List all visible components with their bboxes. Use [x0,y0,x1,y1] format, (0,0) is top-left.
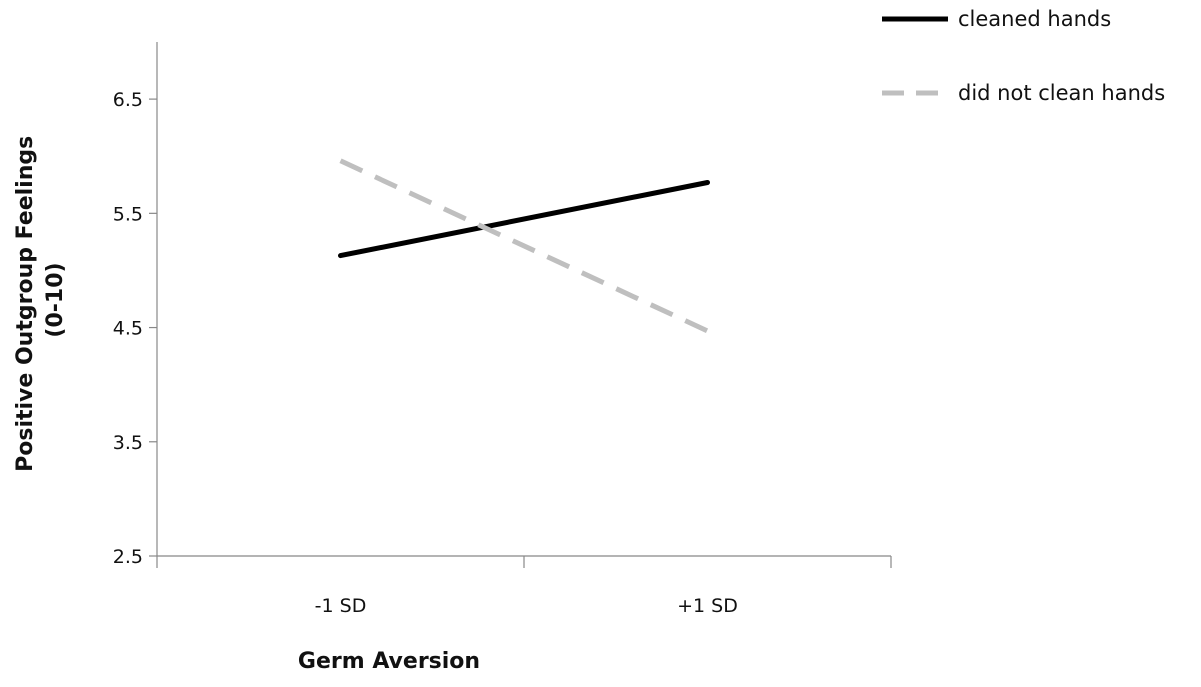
y-ticks: 2.5 3.5 4.5 5.5 6.5 [113,89,157,568]
legend-label: cleaned hands [958,7,1111,31]
y-axis-title-line-2: (0-10) [43,262,68,337]
y-tick-label: 6.5 [113,89,143,111]
series-lines [338,158,710,334]
y-tick-label: 5.5 [113,203,143,225]
x-ticks: -1 SD +1 SD [156,556,892,617]
series-line-did-not-clean-hands [339,158,709,334]
axes [156,42,891,557]
y-axis-title-line-1: Positive Outgroup Feelings [13,136,38,472]
y-tick-label: 3.5 [113,432,143,454]
series-line-cleaned-hands [338,179,710,259]
x-tick-label: -1 SD [315,595,367,617]
legend-label: did not clean hands [958,81,1165,105]
x-tick-label: +1 SD [677,595,738,617]
x-axis-title: Germ Aversion [298,649,480,674]
y-tick-label: 4.5 [113,318,143,340]
y-tick-label: 2.5 [113,546,143,568]
legend: cleaned hands did not clean hands [882,7,1165,105]
y-axis-title: Positive Outgroup Feelings (0-10) [13,128,68,472]
